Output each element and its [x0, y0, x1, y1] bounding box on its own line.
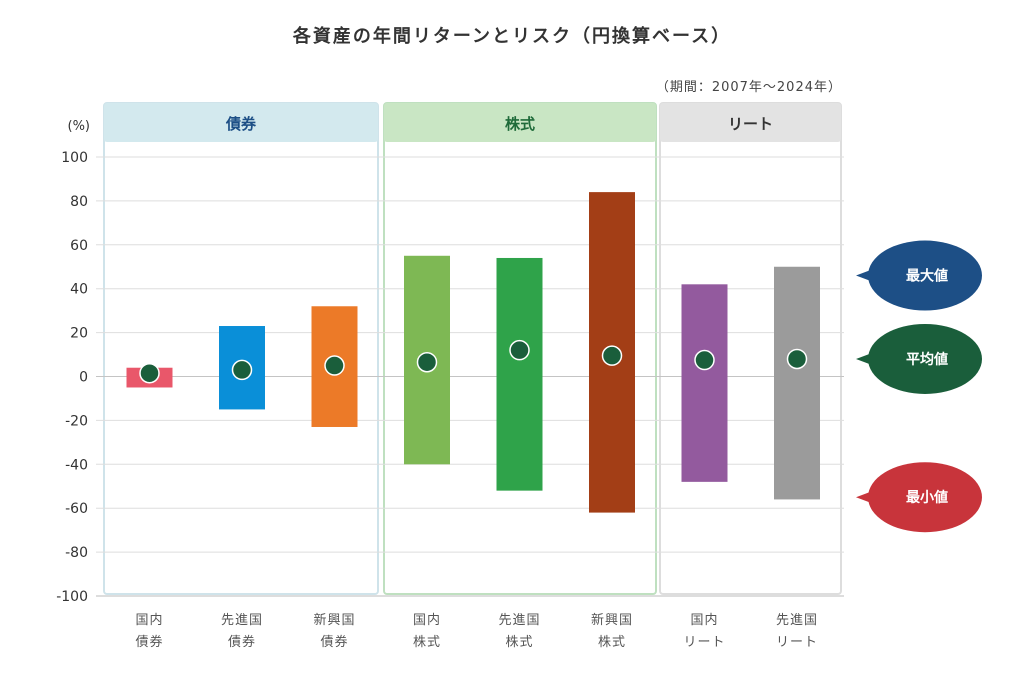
y-tick-label: 40 [70, 282, 88, 298]
average-marker-1 [231, 359, 253, 381]
y-tick-label: -40 [65, 457, 88, 473]
category-label-line2: 株式 [413, 635, 441, 650]
y-axis-unit: (%) [68, 119, 91, 134]
category-label-line1: 新興国 [313, 612, 355, 628]
y-tick-label: 0 [79, 370, 88, 386]
group-header-2 [660, 103, 841, 142]
range-bar-6 [681, 284, 728, 482]
legend-label-2: 最小値 [906, 489, 948, 506]
period-label: （期間：2007年～2024年） [655, 80, 842, 95]
y-tick-label: 60 [70, 238, 88, 254]
category-label-line1: 先進国 [498, 613, 540, 628]
average-marker-4 [509, 339, 530, 361]
legend-label-1: 平均値 [906, 351, 948, 368]
y-tick-label: -80 [65, 545, 88, 561]
category-label-line2: 株式 [505, 635, 533, 650]
category-label-line1: 国内 [413, 612, 441, 628]
category-label-line1: 国内 [135, 612, 163, 628]
category-label-line1: 先進国 [221, 613, 263, 628]
legend-bubble-2 [868, 462, 982, 533]
group-header-0 [104, 103, 378, 142]
category-label-line2: リート [776, 635, 818, 650]
category-label-line1: 国内 [690, 612, 718, 628]
y-tick-label: -100 [56, 589, 88, 605]
group-header-1 [384, 103, 656, 142]
legend-label-0: 最大値 [906, 268, 948, 285]
y-tick-label: -60 [65, 501, 88, 517]
y-tick-label: 80 [70, 194, 88, 210]
average-marker-6 [694, 349, 715, 371]
category-label-line2: 債券 [320, 634, 348, 650]
group-label-0: 債券 [225, 115, 257, 133]
average-marker-2 [324, 355, 345, 376]
legend-bubble-1 [868, 323, 982, 394]
average-marker-0 [139, 362, 160, 384]
category-label-line2: 株式 [598, 635, 626, 650]
y-tick-label: -20 [65, 413, 88, 429]
average-marker-7 [786, 348, 808, 370]
category-label-line1: 先進国 [776, 613, 818, 628]
category-label-line1: 新興国 [591, 612, 633, 628]
range-bar-4 [496, 257, 543, 491]
category-label-line2: 債券 [135, 634, 163, 650]
average-marker-3 [416, 351, 438, 373]
range-bar-7 [774, 266, 820, 500]
y-tick-label: 100 [61, 150, 88, 166]
chart-title: 各資産の年間リターンとリスク（円換算ベース） [292, 26, 732, 47]
category-label-line2: 債券 [228, 634, 256, 650]
average-marker-5 [601, 345, 623, 366]
legend-bubble-0 [868, 240, 982, 311]
y-tick-label: 20 [70, 326, 88, 342]
category-label-line2: リート [683, 635, 725, 650]
group-label-1: 株式 [505, 115, 535, 133]
group-label-2: リート [728, 115, 773, 133]
